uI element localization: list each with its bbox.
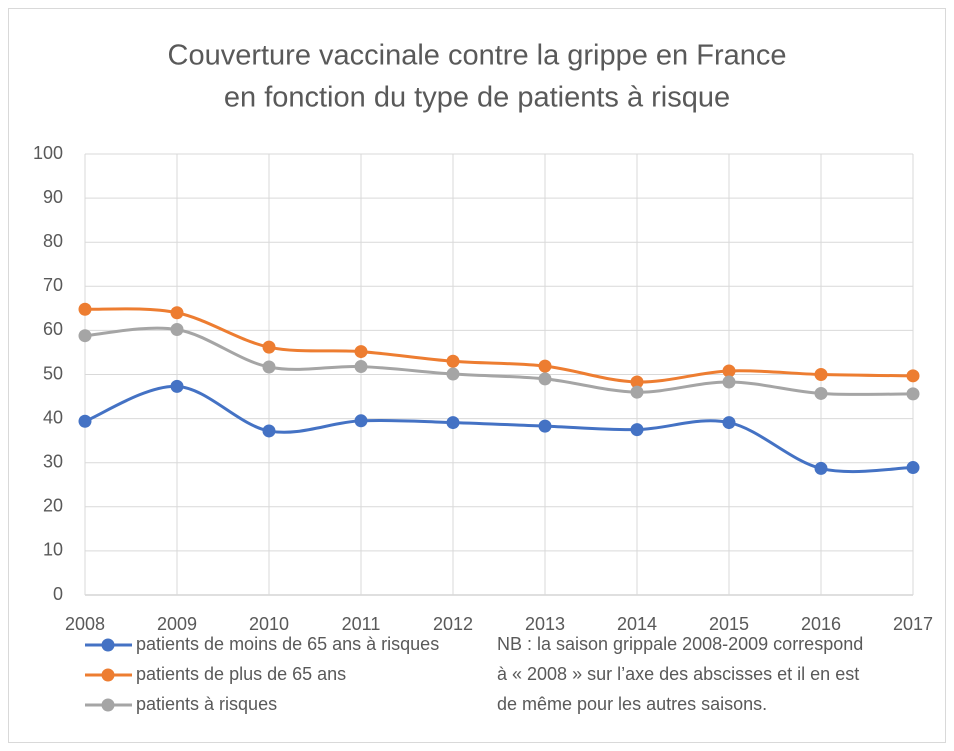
data-point <box>538 372 552 386</box>
x-tick-label: 2012 <box>433 614 473 634</box>
data-point <box>538 419 552 433</box>
data-point <box>446 354 460 368</box>
data-point <box>262 340 276 354</box>
data-point <box>354 360 368 374</box>
x-tick-label: 2013 <box>525 614 565 634</box>
data-point <box>814 368 828 381</box>
data-point <box>170 323 184 337</box>
data-point <box>446 367 460 381</box>
x-tick-label: 2011 <box>342 614 381 634</box>
legend-marker <box>101 668 115 682</box>
data-point <box>78 414 92 428</box>
y-tick-label: 100 <box>33 143 63 163</box>
x-tick-label: 2009 <box>157 614 197 634</box>
x-tick-label: 2015 <box>709 614 749 634</box>
legend-marker <box>101 698 115 712</box>
y-tick-label: 30 <box>43 451 63 471</box>
data-point <box>78 302 92 316</box>
data-point <box>630 385 644 399</box>
legend-label: patients de moins de 65 ans à risques <box>136 634 439 654</box>
note: de même pour les autres saisons. <box>497 694 767 714</box>
y-tick-label: 20 <box>43 496 63 516</box>
data-point <box>262 360 276 374</box>
data-point <box>906 369 920 383</box>
y-tick-label: 40 <box>43 407 63 427</box>
data-point <box>354 345 368 359</box>
chart-title: Couverture vaccinale contre la grippe en… <box>168 40 787 72</box>
y-tick-label: 90 <box>43 187 63 207</box>
series-line <box>84 307 914 384</box>
data-point <box>354 414 368 428</box>
legend-marker <box>101 638 115 652</box>
data-point <box>630 423 644 437</box>
data-point <box>446 416 460 430</box>
data-point <box>262 424 276 438</box>
data-point <box>170 379 184 393</box>
data-point <box>170 306 184 320</box>
data-point <box>722 416 736 430</box>
data-point <box>630 375 644 389</box>
x-tick-label: 2014 <box>617 614 657 634</box>
note: NB : la saison grippale 2008-2009 corres… <box>497 634 863 654</box>
note: à « 2008 » sur l’axe des abscisses et il… <box>497 664 859 684</box>
data-point <box>814 461 828 475</box>
series-line <box>84 384 914 474</box>
legend-label: patients de plus de 65 ans <box>136 664 346 684</box>
x-tick-label: 2008 <box>65 614 105 634</box>
x-tick-label: 2010 <box>249 614 289 634</box>
x-tick-label: 2017 <box>893 614 933 634</box>
data-point <box>722 375 736 389</box>
data-point <box>538 359 552 373</box>
legend-label: patients à risques <box>136 694 277 714</box>
y-tick-label: 60 <box>43 319 63 339</box>
data-point <box>78 329 92 343</box>
y-tick-label: 70 <box>43 275 63 295</box>
data-point <box>906 461 920 475</box>
chart-title: en fonction du type de patients à risque <box>224 82 730 114</box>
data-point <box>906 387 920 401</box>
series-line <box>84 326 914 396</box>
y-tick-label: 10 <box>43 540 63 560</box>
data-point <box>722 364 736 378</box>
y-tick-label: 50 <box>43 363 63 383</box>
y-tick-label: 80 <box>43 231 63 251</box>
y-tick-label: 0 <box>53 584 63 604</box>
data-point <box>814 386 828 400</box>
x-tick-label: 2016 <box>801 614 841 634</box>
